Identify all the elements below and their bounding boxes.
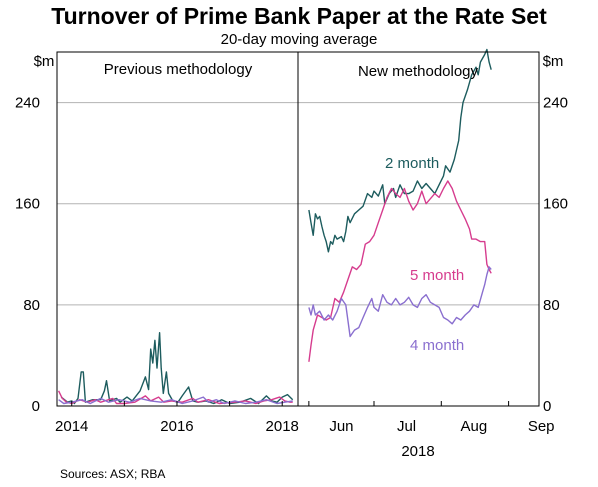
x-tick-label: 2014 bbox=[55, 418, 88, 435]
y-tick-label-right: 240 bbox=[543, 95, 568, 112]
x-tick-label: Jun bbox=[329, 418, 353, 435]
y-tick-label-left: 80 bbox=[23, 297, 40, 314]
panel-title-new: New methodology bbox=[358, 63, 479, 80]
source-note: Sources: ASX; RBA bbox=[60, 467, 165, 481]
x-axis-year-label: 2018 bbox=[401, 443, 434, 460]
series-label-5-month: 5 month bbox=[410, 267, 464, 284]
y-tick-label-right: 80 bbox=[543, 297, 560, 314]
x-tick-label: Aug bbox=[461, 418, 488, 435]
y-tick-label-right: 0 bbox=[543, 398, 551, 415]
series-line-5-month bbox=[308, 180, 492, 362]
y-tick-label-left: 240 bbox=[15, 95, 40, 112]
series-label-2-month: 2 month bbox=[385, 155, 439, 172]
x-tick-label: 2016 bbox=[160, 418, 193, 435]
chart-subtitle: 20-day moving average bbox=[221, 31, 378, 48]
x-tick-label: Sep bbox=[528, 418, 555, 435]
y-unit-right: $m bbox=[543, 53, 564, 70]
panel-title-previous: Previous methodology bbox=[104, 61, 253, 78]
y-unit-left: $m bbox=[34, 53, 55, 70]
y-tick-label-left: 0 bbox=[32, 398, 40, 415]
y-tick-label-left: 160 bbox=[15, 196, 40, 213]
axis-ticks: 0 0 80 80 160 160 240 240 2014 2016 2018 Jun Jul Aug S… bbox=[15, 95, 568, 435]
x-tick-label: 2018 bbox=[266, 418, 299, 435]
series-line-previous-0 bbox=[60, 332, 294, 405]
x-tick-label: Jul bbox=[397, 418, 416, 435]
y-tick-label-right: 160 bbox=[543, 196, 568, 213]
series-label-4-month: 4 month bbox=[410, 337, 464, 354]
series-line-4-month bbox=[308, 266, 492, 338]
chart-title: Turnover of Prime Bank Paper at the Rate… bbox=[51, 3, 547, 29]
